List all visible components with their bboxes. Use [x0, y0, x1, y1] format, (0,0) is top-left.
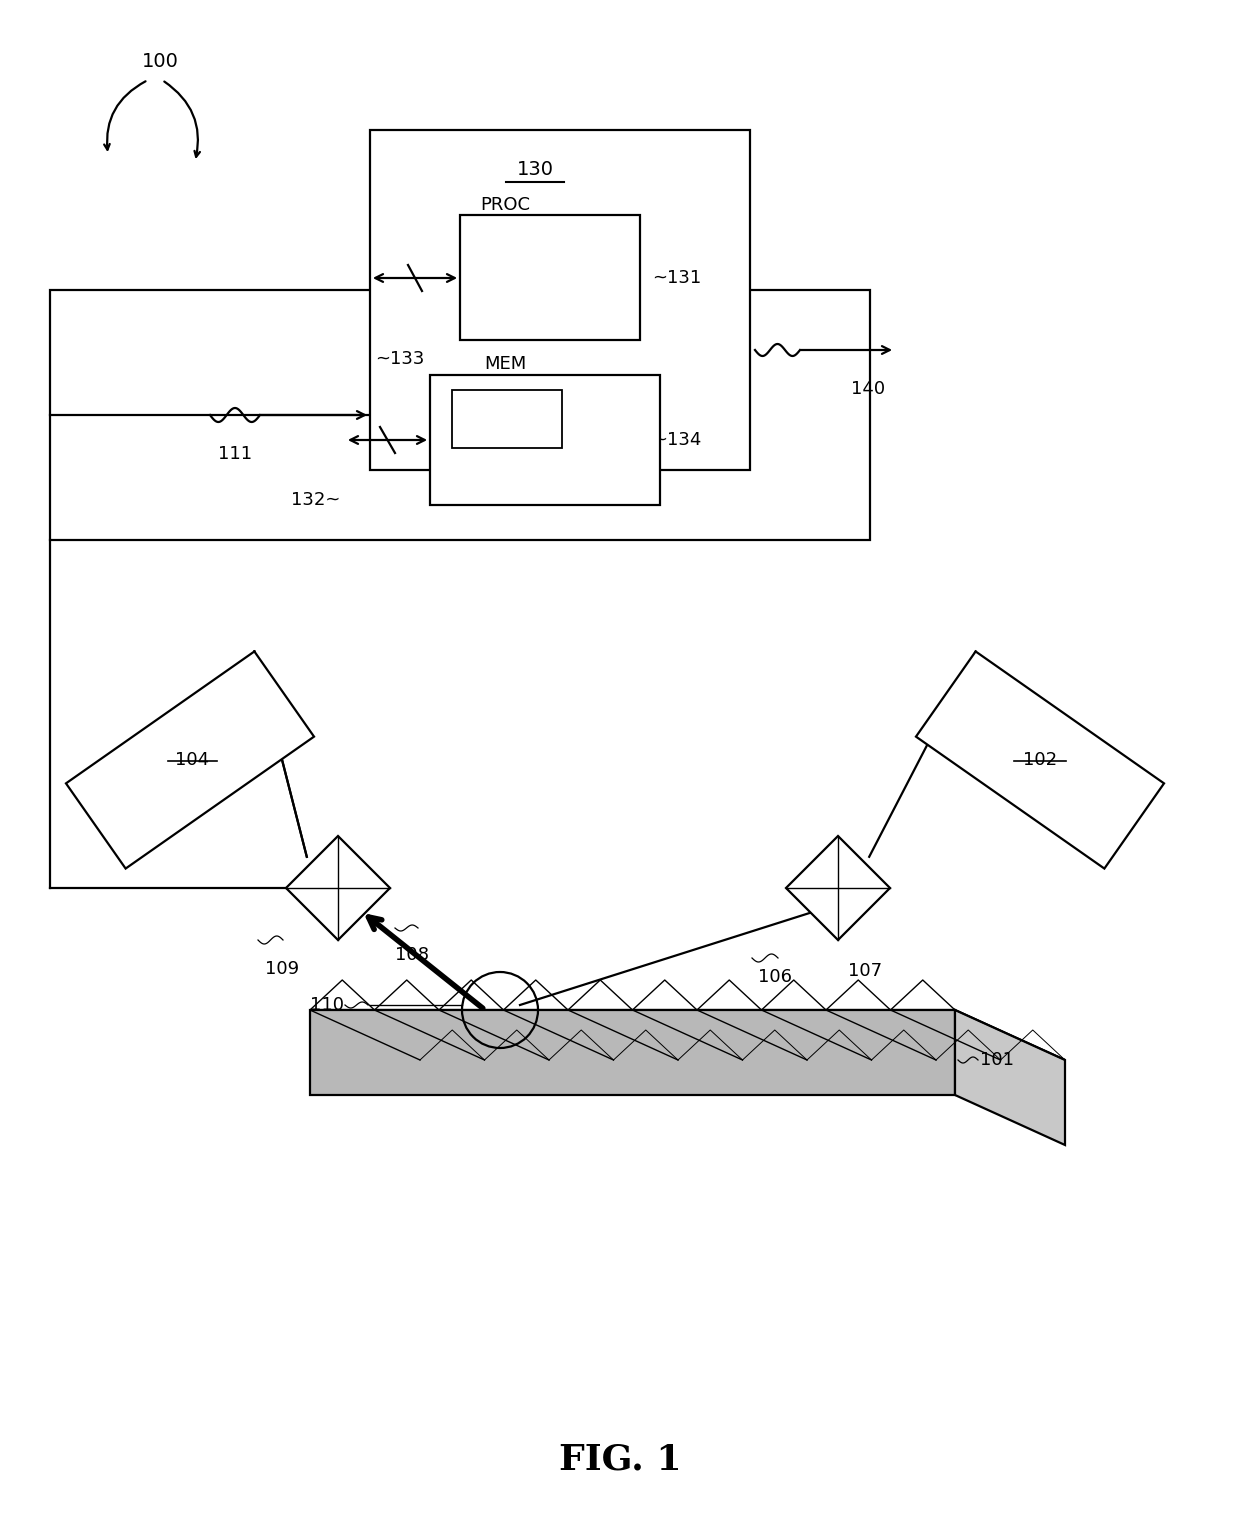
Text: 104: 104	[175, 751, 210, 770]
Polygon shape	[286, 836, 391, 940]
Bar	[370, 131, 750, 470]
Text: 107: 107	[848, 962, 882, 980]
Text: 101: 101	[980, 1051, 1014, 1069]
Bar	[50, 290, 870, 541]
Text: 108: 108	[396, 946, 429, 965]
Bar	[453, 390, 562, 449]
Text: ~133: ~133	[374, 350, 424, 369]
Bar	[430, 375, 660, 505]
Polygon shape	[955, 1011, 1065, 1144]
Text: 132~: 132~	[290, 492, 340, 508]
Polygon shape	[786, 836, 890, 940]
Polygon shape	[66, 651, 314, 868]
Text: MEM: MEM	[484, 355, 526, 373]
Text: 102: 102	[1023, 751, 1056, 770]
Text: ~131: ~131	[652, 269, 702, 287]
Polygon shape	[310, 1011, 955, 1095]
Text: 140: 140	[851, 379, 885, 398]
Text: 109: 109	[265, 960, 299, 978]
Text: FIG. 1: FIG. 1	[559, 1442, 681, 1478]
Text: 130: 130	[517, 160, 553, 180]
Text: 111: 111	[218, 445, 252, 462]
Polygon shape	[310, 1011, 1065, 1060]
Bar	[460, 215, 640, 339]
Text: PROC: PROC	[480, 197, 529, 214]
Text: ~134: ~134	[652, 432, 702, 449]
Text: 106: 106	[758, 968, 792, 986]
Text: 110: 110	[310, 995, 343, 1014]
Polygon shape	[916, 651, 1164, 868]
Text: 100: 100	[141, 52, 179, 71]
